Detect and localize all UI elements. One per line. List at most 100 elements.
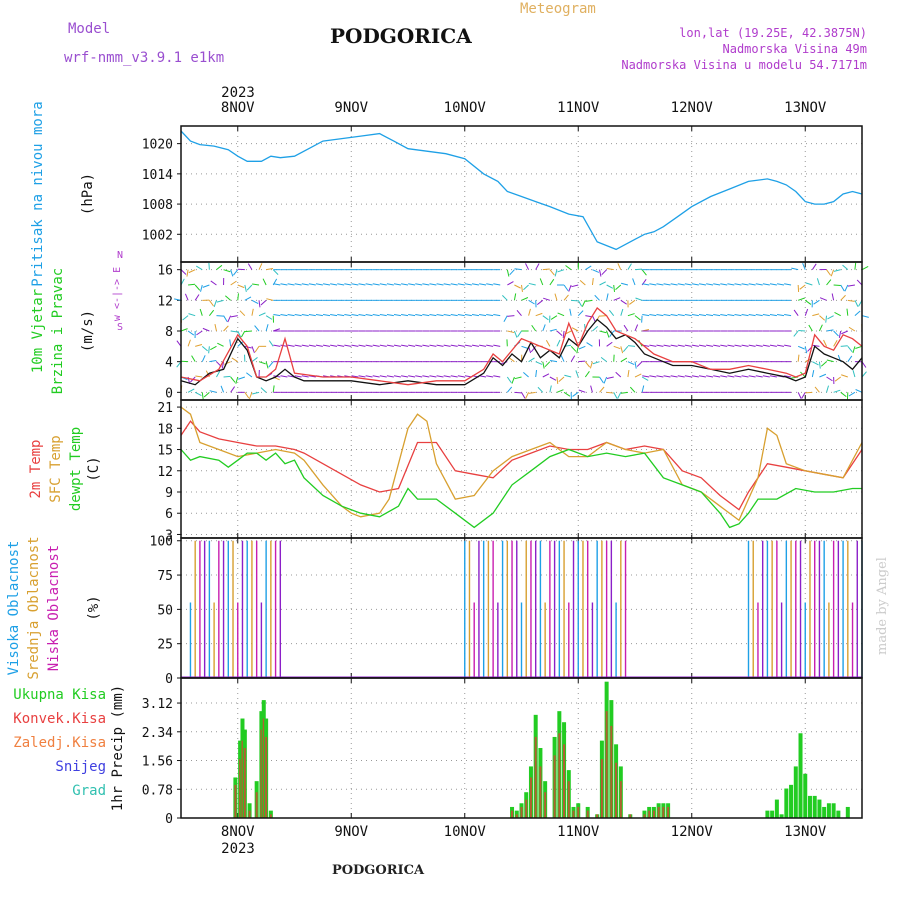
precip-total-bar — [765, 810, 770, 818]
wind-arrow — [429, 375, 437, 378]
wind-arrow — [670, 375, 678, 378]
wind-arrow — [571, 327, 579, 332]
wind-arrow — [629, 299, 636, 305]
wind-arrow — [563, 391, 571, 397]
wind-arrow — [252, 283, 260, 286]
wind-arrow — [762, 313, 770, 317]
wind-arrow — [372, 344, 380, 347]
wind-arrow — [570, 355, 576, 362]
precip-conv-bar — [567, 781, 570, 818]
wind-arrow — [322, 344, 331, 347]
wind-arrow — [493, 313, 501, 317]
wind-arrow — [577, 300, 583, 307]
wind-arrow — [581, 300, 586, 307]
wind-arrow — [443, 344, 451, 347]
wind-arrow — [265, 361, 269, 369]
wind-arrow — [784, 344, 792, 347]
precip-ylabel: 1hr Precip (mm) — [110, 685, 126, 811]
wind-arrow — [258, 312, 266, 317]
wind-arrow — [613, 392, 618, 399]
y-tick-label: 75 — [157, 569, 173, 584]
wind-arrow — [542, 324, 546, 332]
chart-panels: 1002100810141020048121636912151821025507… — [142, 125, 869, 827]
wind-arrow — [199, 308, 203, 316]
precip-conv-bar — [596, 814, 599, 818]
precip-conv-bar — [600, 759, 603, 818]
precip-total-bar — [826, 803, 831, 818]
wind-arrow — [812, 361, 819, 366]
wind-arrow — [365, 375, 373, 378]
precip-conv-bar — [563, 744, 566, 818]
wind-arrow — [457, 313, 465, 317]
wind-arrow — [769, 344, 777, 347]
wind-arrow — [415, 313, 423, 317]
wind-arrow — [627, 263, 632, 270]
wind-arrow — [535, 312, 543, 317]
cloud-ylabel-1: Visoka Oblacnost — [6, 541, 22, 676]
wind-arrow — [210, 345, 217, 351]
wind-arrow — [617, 263, 622, 270]
wind-arrow — [656, 313, 664, 317]
wind-arrow — [191, 355, 196, 362]
wind-arrow — [379, 375, 387, 378]
wind-arrow — [568, 284, 572, 292]
wind-arrow — [841, 330, 849, 335]
wind-arrow — [706, 313, 714, 317]
wind-arrow — [422, 344, 430, 347]
wind-arrow — [797, 297, 805, 301]
precip-conv-bar — [652, 810, 655, 818]
wind-arrow — [545, 340, 551, 347]
wind-arrow — [408, 283, 416, 286]
wind-arrow — [230, 330, 238, 333]
wind-arrow — [755, 283, 763, 286]
wind-arrow — [727, 375, 735, 378]
precip-conv-bar — [667, 806, 670, 818]
wind-arrow — [268, 361, 274, 368]
precip-conv-bar — [643, 814, 646, 818]
wind-arrow — [493, 283, 501, 286]
wind-arrow — [308, 283, 316, 286]
y-tick-label: 6 — [165, 507, 173, 522]
wind-arrow — [557, 312, 565, 317]
model-label: Model — [68, 21, 110, 37]
wind-arrow — [536, 299, 544, 305]
wind-arrow — [230, 269, 234, 277]
wind-arrow — [514, 391, 522, 394]
wind-arrow — [287, 283, 295, 286]
wind-arrow — [542, 361, 545, 369]
precip-total-bar — [845, 806, 850, 818]
pressure-frame — [180, 125, 863, 263]
wind-arrow — [769, 313, 777, 317]
wind-arrow — [216, 299, 224, 303]
y-tick-label: 0 — [165, 812, 173, 827]
wind-arrow — [260, 299, 267, 306]
wind-arrow — [830, 269, 835, 277]
lonlat-text: lon,lat (19.25E, 42.3875N) — [679, 26, 867, 40]
wind-arrow — [698, 344, 707, 347]
wind-arrow — [220, 385, 225, 393]
wind-arrow — [776, 344, 785, 347]
wind-arrow — [698, 375, 707, 378]
wind-arrow — [575, 370, 579, 378]
wind-arrow — [525, 263, 530, 270]
wind-arrow — [784, 375, 792, 378]
wind-arrow — [542, 373, 550, 378]
wind-arrow — [502, 295, 508, 301]
wind-compass-north: N — [117, 250, 123, 261]
wind-arrow — [231, 357, 239, 363]
wind-arrow — [401, 344, 409, 347]
wind-arrow — [337, 313, 345, 317]
wind-arrow — [741, 313, 749, 317]
top-day-labels: 8NOV 9NOV 10NOV 11NOV 12NOV 13NOV — [221, 100, 827, 116]
wind-arrow — [847, 355, 853, 362]
wind-arrow — [429, 344, 437, 347]
wind-arrow — [818, 324, 823, 332]
wind-arrow — [854, 300, 859, 307]
wind-arrow — [856, 279, 863, 286]
wind-arrow — [401, 283, 409, 286]
wind-arrow — [706, 375, 714, 378]
wind-arrow — [838, 330, 842, 338]
temp-ylabel-3: dewpt Temp — [68, 427, 84, 511]
y-tick-label: 50 — [157, 603, 173, 618]
wind-arrow — [201, 392, 204, 400]
